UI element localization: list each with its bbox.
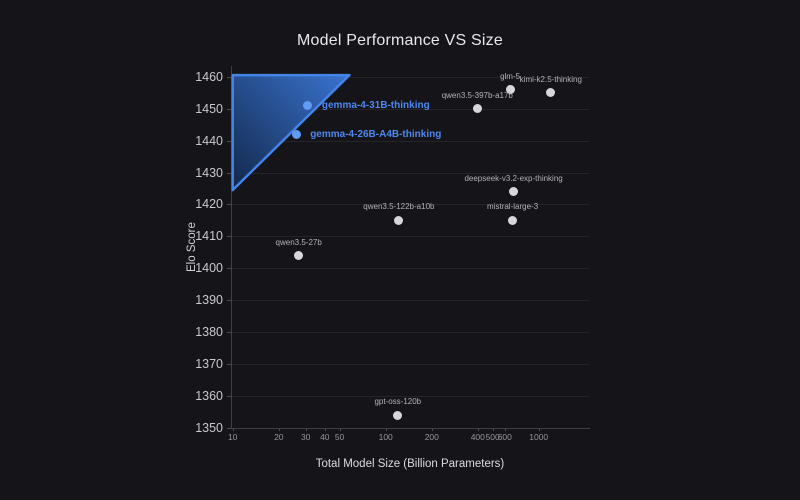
data-point-qwen3.5-27b[interactable] bbox=[294, 251, 304, 260]
y-axis-line bbox=[231, 66, 232, 428]
x-tick-label: 20 bbox=[274, 432, 284, 442]
point-label-glm-5: glm-5 bbox=[500, 71, 521, 81]
x-tick-label: 1000 bbox=[529, 432, 549, 442]
y-tick-mark bbox=[227, 396, 231, 398]
x-axis-title: Total Model Size (Billion Parameters) bbox=[315, 458, 505, 470]
point-label-qwen3.5-27b: qwen3.5-27b bbox=[275, 237, 322, 247]
y-tick-mark bbox=[227, 140, 231, 142]
y-tick-mark bbox=[227, 364, 231, 366]
x-tick-mark bbox=[339, 428, 341, 431]
y-tick-mark bbox=[227, 172, 231, 174]
x-tick-label: 40 bbox=[320, 432, 330, 442]
x-tick-mark bbox=[477, 428, 479, 431]
chart-title: Model Performance VS Size bbox=[297, 32, 503, 49]
point-label-deepseek-v3.2-exp-thinking: deepseek-v3.2-exp-thinking bbox=[464, 173, 563, 183]
point-label-gemma-4-31B-thinking: gemma-4-31B-thinking bbox=[321, 99, 430, 111]
y-gridline bbox=[231, 172, 589, 174]
point-label-kimi-k2.5-thinking: kimi-k2.5-thinking bbox=[519, 74, 582, 84]
y-tick-mark bbox=[227, 300, 231, 302]
x-tick-mark bbox=[278, 428, 280, 431]
x-tick-label: 200 bbox=[424, 432, 439, 442]
x-tick-label: 600 bbox=[497, 432, 512, 442]
x-tick-label: 100 bbox=[378, 432, 393, 442]
y-tick-label: 1370 bbox=[195, 357, 223, 372]
point-label-gpt-oss-120b: gpt-oss-120b bbox=[374, 397, 422, 407]
y-tick-mark bbox=[227, 268, 231, 270]
data-point-gemma-4-31B-thinking[interactable] bbox=[303, 100, 313, 110]
y-gridline bbox=[231, 268, 589, 270]
y-tick-label: 1430 bbox=[195, 165, 223, 180]
y-gridline bbox=[231, 364, 589, 366]
y-tick-label: 1420 bbox=[195, 197, 223, 212]
y-gridline bbox=[231, 396, 589, 398]
y-gridline bbox=[231, 236, 589, 238]
y-tick-label: 1410 bbox=[195, 229, 223, 244]
x-tick-mark bbox=[385, 428, 387, 431]
y-tick-mark bbox=[227, 76, 231, 78]
data-point-mistral-large-3[interactable] bbox=[508, 215, 518, 225]
y-gridline bbox=[231, 204, 589, 206]
y-gridline bbox=[231, 76, 589, 78]
x-tick-label: 400 bbox=[470, 432, 485, 442]
y-tick-label: 1400 bbox=[195, 261, 223, 276]
y-tick-mark bbox=[227, 204, 231, 206]
data-point-qwen3.5-397b-a17b[interactable] bbox=[472, 104, 482, 114]
data-point-gpt-oss-120b[interactable] bbox=[393, 410, 403, 420]
y-tick-label: 1350 bbox=[195, 421, 223, 435]
y-tick-label: 1460 bbox=[195, 69, 223, 84]
x-tick-mark bbox=[492, 428, 494, 431]
data-point-glm-5[interactable] bbox=[505, 85, 515, 94]
x-tick-mark bbox=[324, 428, 326, 431]
point-label-gemma-4-26B-A4B-thinking: gemma-4-26B-A4B-thinking bbox=[310, 128, 442, 140]
x-tick-label: 50 bbox=[334, 432, 345, 442]
y-tick-label: 1450 bbox=[195, 101, 223, 116]
x-tick-mark bbox=[305, 428, 307, 431]
x-tick-mark bbox=[431, 428, 433, 431]
y-tick-label: 1390 bbox=[195, 293, 223, 308]
y-tick-mark bbox=[227, 108, 231, 110]
data-point-qwen3.5-122b-a10b[interactable] bbox=[394, 215, 404, 225]
pareto-region-triangle bbox=[231, 73, 351, 192]
x-tick-label: 10 bbox=[227, 432, 238, 442]
y-tick-label: 1440 bbox=[195, 133, 223, 148]
y-tick-mark bbox=[227, 428, 231, 429]
x-tick-label: 500 bbox=[485, 432, 500, 442]
y-tick-mark bbox=[227, 236, 231, 238]
y-tick-mark bbox=[227, 332, 231, 334]
point-label-qwen3.5-122b-a10b: qwen3.5-122b-a10b bbox=[363, 202, 435, 212]
x-tick-mark bbox=[538, 428, 540, 431]
x-tick-label: 30 bbox=[300, 432, 311, 442]
x-tick-mark bbox=[232, 428, 234, 431]
y-tick-label: 1360 bbox=[195, 389, 223, 404]
data-point-deepseek-v3.2-exp-thinking[interactable] bbox=[509, 187, 519, 197]
data-point-gemma-4-26B-A4B-thinking[interactable] bbox=[291, 129, 301, 139]
y-gridline bbox=[231, 300, 589, 302]
y-tick-label: 1380 bbox=[195, 325, 223, 340]
y-gridline bbox=[231, 108, 589, 110]
point-label-mistral-large-3: mistral-large-3 bbox=[487, 202, 539, 212]
y-gridline bbox=[231, 140, 589, 142]
y-gridline bbox=[231, 332, 589, 334]
point-label-qwen3.5-397b-a17b: qwen3.5-397b-a17b bbox=[441, 90, 513, 100]
x-axis-line bbox=[231, 428, 590, 429]
x-tick-mark bbox=[504, 428, 506, 431]
data-point-kimi-k2.5-thinking[interactable] bbox=[546, 88, 556, 98]
